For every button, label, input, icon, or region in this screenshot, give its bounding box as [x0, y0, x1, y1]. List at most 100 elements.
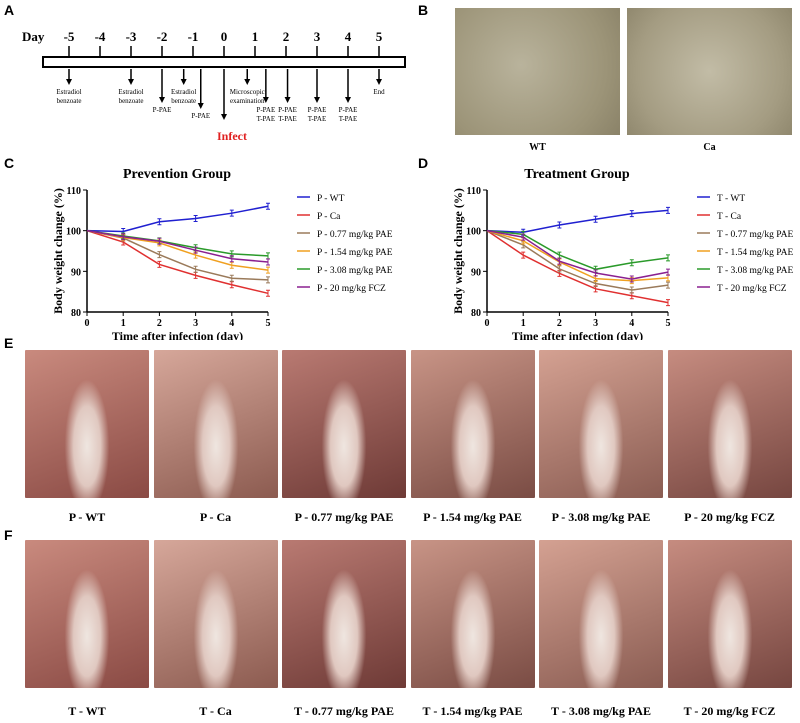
- event-label: T-PAE: [339, 115, 358, 123]
- error-bar: [229, 209, 234, 217]
- photo-label: P - 20 mg/kg FCZ: [684, 510, 775, 524]
- event-label: Microscopic: [230, 88, 265, 96]
- legend-label: P - 0.77 mg/kg PAE: [317, 230, 393, 240]
- error-bar: [266, 258, 270, 266]
- day-tick-label: -4: [95, 29, 106, 44]
- legend-label: T - 3.08 mg/kg PAE: [717, 266, 793, 276]
- legend-label: T - 0.77 mg/kg PAE: [717, 230, 793, 240]
- legend-label: T - 20 mg/kg FCZ: [717, 284, 787, 294]
- series-line: [86, 205, 269, 233]
- error-bar: [629, 286, 634, 294]
- day-tick-label: 2: [283, 29, 290, 44]
- x-tick-label: 5: [666, 318, 671, 329]
- photo-label: T - 1.54 mg/kg PAE: [422, 704, 523, 718]
- infect-label: Infect: [217, 129, 247, 143]
- tissue-photo: [153, 540, 278, 688]
- legend-label: P - WT: [317, 194, 345, 204]
- y-tick-label: 110: [67, 186, 81, 197]
- arrow-head-icon: [159, 97, 165, 103]
- photo-label: T - WT: [68, 704, 106, 718]
- tissue-photo: [667, 540, 792, 688]
- photo-label: T - 20 mg/kg FCZ: [683, 704, 776, 718]
- day-label: Day: [22, 29, 45, 44]
- x-tick-label: 0: [85, 318, 90, 329]
- photo-label: T - 3.08 mg/kg PAE: [551, 704, 651, 718]
- series-line: [486, 229, 669, 282]
- y-tick-label: 90: [471, 267, 481, 278]
- error-bar: [593, 269, 598, 277]
- photo-label: T - Ca: [199, 704, 232, 718]
- panel-label-d: D: [418, 155, 429, 171]
- event-label: T-PAE: [257, 115, 276, 123]
- event-label: Estradiol: [171, 88, 196, 96]
- error-bar: [229, 274, 234, 282]
- y-tick-label: 90: [71, 267, 81, 278]
- event-label: P-PAE: [278, 106, 297, 114]
- micrograph-wt: [455, 8, 620, 135]
- tissue-photo: [25, 350, 149, 498]
- tissue-photo: [410, 350, 535, 498]
- arrow-head-icon: [314, 97, 320, 103]
- x-tick-label: 3: [593, 318, 598, 329]
- arrow-head-icon: [376, 79, 382, 85]
- series-line: [86, 229, 269, 271]
- event-label: examination: [230, 97, 265, 105]
- arrow-head-icon: [221, 114, 227, 120]
- arrow-head-icon: [244, 79, 251, 85]
- photo-label: P - 1.54 mg/kg PAE: [423, 510, 522, 524]
- error-bar: [266, 276, 270, 284]
- event-label: P-PAE: [256, 106, 275, 114]
- x-tick-label: 0: [485, 318, 490, 329]
- series-line: [86, 229, 269, 295]
- event-label: T-PAE: [308, 115, 327, 123]
- panel-label-e: E: [4, 335, 14, 351]
- x-tick-label: 4: [629, 318, 634, 329]
- series-line: [486, 229, 669, 280]
- legend-label: P - Ca: [317, 212, 341, 222]
- panel-label-b: B: [418, 2, 429, 18]
- error-bar: [666, 254, 670, 262]
- arrow-head-icon: [66, 79, 72, 85]
- error-bar: [629, 210, 634, 218]
- day-tick-label: 4: [345, 29, 352, 44]
- event-label: End: [373, 88, 385, 96]
- error-bar: [666, 281, 670, 289]
- error-bar: [593, 215, 598, 223]
- chart-title: Treatment Group: [524, 167, 630, 182]
- day-tick-label: 1: [252, 29, 259, 44]
- error-bar: [266, 202, 270, 210]
- error-bar: [629, 259, 634, 267]
- day-tick-label: -1: [188, 29, 199, 44]
- arrow-head-icon: [128, 79, 134, 85]
- arrow-head-icon: [180, 79, 187, 85]
- error-bar: [521, 233, 526, 241]
- error-bar: [666, 299, 670, 307]
- prevention-group-chart: Prevention Group 80 90 100 110 0 1 2 3 4 5 Time aft…: [51, 167, 393, 340]
- event-label: benzoate: [171, 97, 196, 105]
- x-tick-label: 2: [557, 318, 562, 329]
- error-bar: [266, 266, 270, 274]
- error-bar: [157, 237, 162, 245]
- tissue-photo: [667, 350, 792, 498]
- experiment-timeline: Day -5 -4 -3 -2 -1 0 1 2 3 4 5EstradiolbenzoateEstr…: [22, 29, 406, 143]
- day-tick-label: -3: [126, 29, 137, 44]
- arrow-head-icon: [262, 97, 269, 103]
- day-tick-label: 3: [314, 29, 321, 44]
- x-tick-label: 5: [266, 318, 271, 329]
- legend-label: P - 3.08 mg/kg PAE: [317, 266, 393, 276]
- error-bar: [666, 206, 670, 214]
- arrow-head-icon: [345, 97, 351, 103]
- event-label: benzoate: [119, 97, 144, 105]
- event-label: P-PAE: [308, 106, 327, 114]
- event-label: Estradiol: [118, 88, 143, 96]
- x-axis-label: Time after infection (day): [112, 329, 243, 340]
- tissue-photo: [539, 350, 663, 498]
- error-bar: [229, 261, 234, 269]
- series-line: [86, 229, 269, 281]
- day-tick-label: 5: [376, 29, 383, 44]
- photo-label: P - 3.08 mg/kg PAE: [551, 510, 651, 524]
- error-bar: [193, 214, 198, 222]
- arrow-head-icon: [197, 103, 204, 109]
- y-tick-label: 100: [66, 227, 81, 238]
- error-bar: [193, 246, 198, 254]
